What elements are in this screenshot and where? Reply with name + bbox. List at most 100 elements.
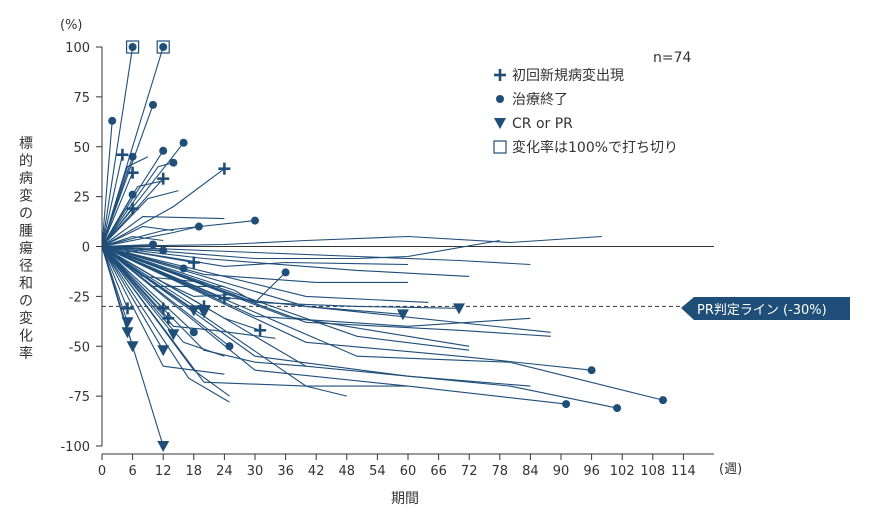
end-circle-marker [179, 138, 188, 147]
response-marker [157, 441, 170, 452]
series-line [101, 246, 225, 287]
series-line [101, 246, 567, 405]
response-marker [167, 329, 180, 341]
series-line [101, 246, 225, 375]
series-line [101, 245, 551, 333]
series-line [101, 245, 470, 277]
end-circle-marker [251, 216, 259, 225]
end-circle-marker [562, 400, 571, 409]
response-marker [453, 303, 465, 315]
x-tick-label: 96 [583, 464, 600, 479]
series-line [101, 245, 664, 401]
series-line [101, 220, 256, 248]
new-lesion-marker [187, 256, 200, 269]
series-line [101, 239, 500, 260]
end-circle-marker [659, 396, 667, 405]
series-line [101, 246, 230, 403]
series-line [101, 246, 129, 309]
callout-badge [681, 297, 850, 320]
end-circle-marker [159, 246, 168, 255]
censored-marker [125, 40, 140, 54]
x-tick-label: 102 [610, 464, 635, 479]
x-tick-label: 24 [216, 464, 233, 479]
y-axis-title: 標的病変の腫瘍径和の変化率 [19, 136, 33, 362]
response-marker [126, 341, 139, 353]
series-group [101, 46, 664, 447]
x-tick-label: 6 [128, 464, 136, 479]
legend-square-marker [493, 140, 507, 154]
end-circle-marker [128, 43, 137, 51]
new-lesion-marker [218, 292, 231, 305]
x-tick-label: 30 [247, 464, 264, 479]
y-tick-label: 75 [73, 91, 90, 106]
end-circle-marker [149, 100, 157, 109]
series-line [101, 246, 205, 313]
end-circle-marker [189, 328, 198, 337]
x-tick-label: 18 [186, 464, 203, 479]
series-line [101, 208, 134, 247]
legend-plus-marker [494, 69, 506, 81]
series-line [101, 168, 225, 247]
ticks: 100 75 50 25 0 -25 -50 -75 -100 0 6 12 18 24 30 36 42 48 5… [60, 41, 695, 479]
new-lesion-marker [126, 202, 139, 215]
response-marker [198, 307, 210, 319]
new-lesion-marker [116, 148, 129, 161]
end-circle-marker [179, 264, 188, 273]
end-circle-marker [149, 240, 157, 249]
y-tick-label: 50 [73, 141, 90, 156]
x-tick-label: 60 [400, 464, 417, 479]
series-line [101, 154, 123, 247]
x-tick-label: 108 [640, 464, 665, 479]
y-tick-label: -75 [69, 390, 90, 405]
new-lesion-marker [121, 302, 134, 315]
legend-triangle-down-marker [494, 118, 506, 129]
end-circle-marker [169, 158, 178, 167]
new-lesion-marker [218, 162, 231, 175]
x-axis-title: 期間 [391, 491, 419, 507]
end-circle-marker [128, 190, 137, 199]
x-tick-label: 36 [277, 464, 294, 479]
series-line [101, 246, 307, 367]
series-line [101, 246, 592, 371]
x-tick-label: 54 [369, 464, 386, 479]
series-line [101, 245, 143, 254]
series-line [101, 246, 225, 357]
y-tick-label: 0 [82, 241, 90, 256]
series-line [101, 225, 174, 247]
series-line [101, 246, 347, 397]
y-tick-label: 100 [65, 41, 90, 56]
new-lesion-marker [254, 324, 267, 337]
series-line [101, 246, 164, 351]
end-circle-marker [128, 152, 137, 161]
series-line [101, 162, 174, 247]
legend-label: 治療終了 [512, 91, 568, 108]
legend-circle-marker [496, 95, 504, 103]
x-tick-label: 114 [671, 464, 696, 479]
response-marker [187, 305, 200, 317]
series-line [101, 46, 134, 247]
pr-threshold-callout: PR判定ライン (-30%) [681, 297, 850, 320]
series-line [101, 246, 235, 297]
censored-marker [156, 40, 170, 54]
sample-size-label: n=74 [653, 50, 692, 66]
series-line [101, 120, 113, 247]
y-tick-label: 25 [73, 191, 90, 206]
new-lesion-marker [157, 302, 170, 315]
new-lesion-marker [157, 172, 170, 185]
x-tick-label: 72 [461, 464, 478, 479]
series-line [101, 225, 200, 248]
x-tick-label: 12 [155, 464, 172, 479]
series-line [101, 235, 164, 248]
series-line [101, 180, 164, 247]
response-marker [121, 327, 134, 339]
series-line [101, 245, 551, 337]
series-line [101, 172, 134, 247]
series-line [101, 235, 602, 248]
legend-label: CR or PR [512, 116, 573, 132]
new-lesion-marker [162, 312, 175, 325]
series-line [101, 245, 408, 283]
series-line [101, 245, 470, 351]
x-tick-label: 48 [339, 464, 356, 479]
